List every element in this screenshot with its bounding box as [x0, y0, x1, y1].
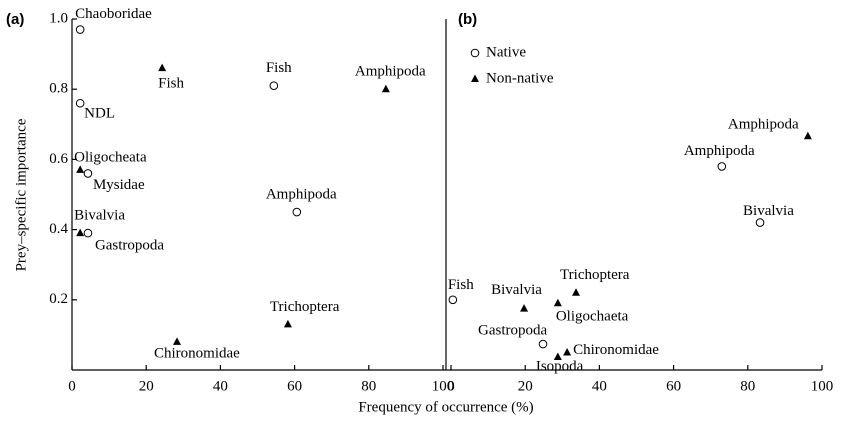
point-label: Fish	[448, 277, 474, 293]
point	[553, 298, 562, 307]
point-label: Fish	[158, 76, 184, 92]
y-tick-label: 0.2	[49, 291, 68, 307]
point-label: Amphipoda	[684, 143, 755, 159]
x-tick-label: 100	[432, 378, 455, 394]
point	[76, 165, 85, 173]
legend-label: Non-native	[486, 70, 554, 86]
y-tick-label: 0.8	[49, 81, 68, 97]
point-label: Chironomidae	[154, 345, 240, 361]
point-label: Amphipoda	[355, 64, 426, 80]
point	[755, 218, 765, 227]
point-label: Fish	[266, 60, 292, 76]
y-tick-label: 0.4	[49, 221, 68, 237]
point-label: Isopoda	[536, 358, 584, 374]
point	[572, 288, 581, 296]
legend-marker	[470, 48, 480, 58]
point	[76, 228, 85, 237]
point	[563, 347, 572, 356]
point	[538, 339, 548, 349]
x-axis-label: Frequency of occurrence (%)	[358, 399, 533, 415]
panel-label: (b)	[458, 11, 477, 28]
x-tick-label: 60	[287, 378, 302, 394]
point	[292, 207, 302, 217]
x-tick-label: 0	[68, 378, 76, 394]
x-tick-label: 0	[447, 378, 455, 394]
point-label: Bivalvia	[491, 282, 542, 298]
legend-marker	[471, 74, 479, 82]
y-axis-label: Prey–specific importance	[13, 118, 29, 271]
point	[283, 319, 292, 328]
point	[75, 25, 85, 34]
point-label: Mysidae	[93, 177, 145, 193]
point-label: Trichoptera	[560, 267, 630, 283]
x-tick-label: 60	[666, 378, 681, 394]
x-tick-label: 40	[592, 378, 607, 394]
point	[381, 84, 390, 93]
point-label: Oligochaeta	[556, 309, 629, 325]
x-tick-label: 20	[139, 378, 154, 394]
point-label: Amphipoda	[266, 186, 337, 202]
x-tick-label: 80	[740, 378, 755, 394]
panel-label: (a)	[6, 11, 24, 28]
point	[448, 295, 458, 305]
point-label: Chaoboridae	[75, 6, 152, 22]
point	[520, 304, 529, 312]
point-label: Bivalvia	[74, 208, 125, 224]
point-label: Trichoptera	[270, 299, 340, 315]
x-tick-label: 80	[361, 378, 376, 394]
point-label: Gastropoda	[478, 322, 547, 338]
point-label: Gastropoda	[95, 238, 164, 254]
point-label: NDL	[84, 106, 115, 122]
point	[717, 162, 727, 171]
point	[172, 337, 181, 345]
point	[158, 63, 167, 72]
point	[83, 169, 93, 178]
point-label: Bivalvia	[743, 203, 794, 219]
point	[83, 228, 93, 238]
point	[553, 352, 562, 361]
point	[269, 81, 279, 90]
x-tick-label: 20	[518, 378, 533, 394]
point	[75, 98, 85, 108]
legend-label: Native	[486, 44, 526, 60]
point-label: Oligocheata	[74, 149, 147, 165]
x-tick-label: 40	[213, 378, 228, 394]
y-tick-label: 1.0	[49, 10, 68, 26]
x-tick-label: 100	[811, 378, 834, 394]
y-tick-label: 0.6	[49, 151, 68, 167]
point-label: Amphipoda	[728, 117, 799, 133]
point-label: Chironomidae	[573, 342, 659, 358]
point	[803, 131, 812, 140]
